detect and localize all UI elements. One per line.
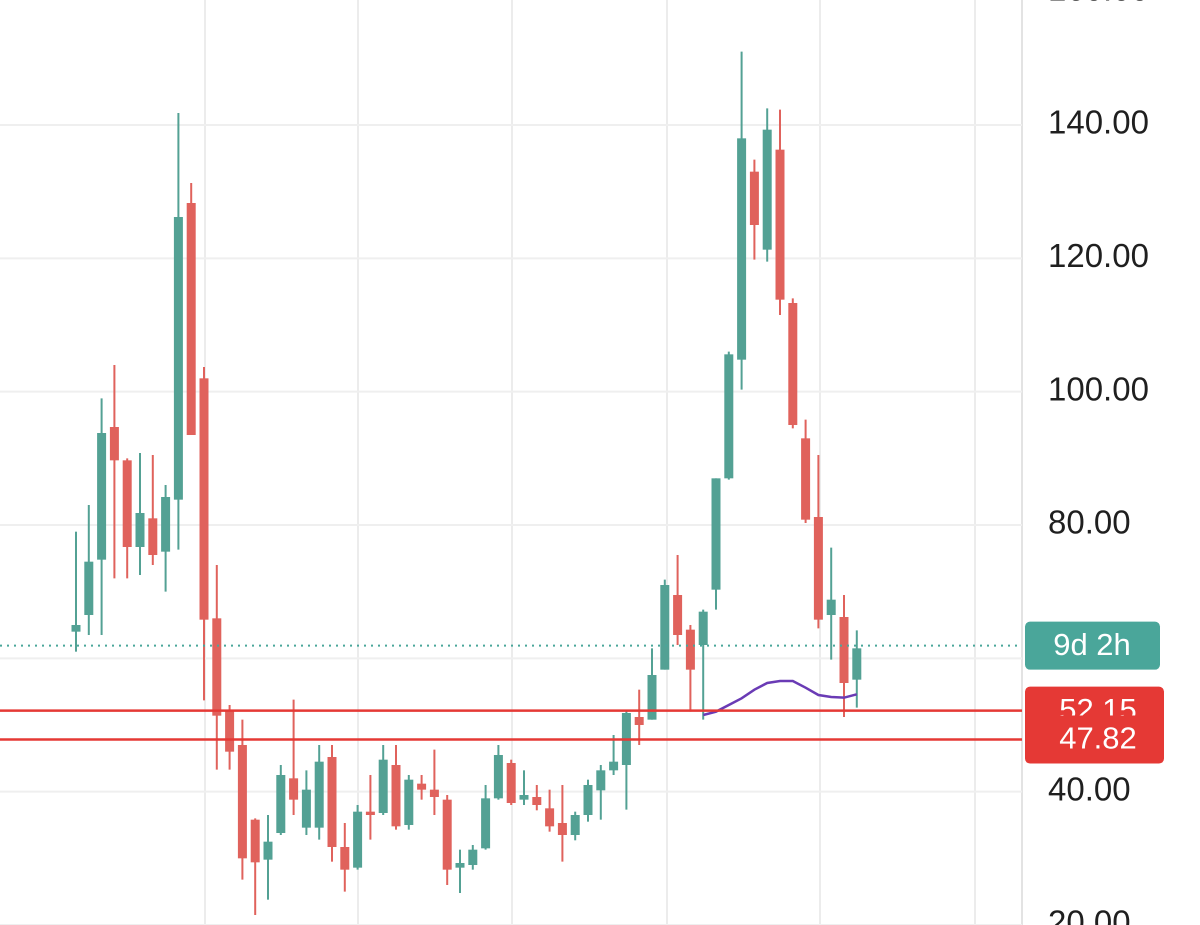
candle-body — [468, 849, 478, 865]
y-tick-label: 40.00 — [1048, 770, 1131, 807]
candle-body — [788, 303, 798, 425]
y-tick-label: 100.00 — [1048, 370, 1149, 407]
candle-body — [685, 629, 695, 670]
level-tag-label: 47.82 — [1059, 721, 1137, 756]
candle-body — [801, 438, 811, 520]
candle-body — [135, 513, 145, 547]
vertical-grid — [204, 0, 976, 925]
candle-body — [532, 797, 542, 805]
candle-body — [762, 129, 772, 250]
candle-body — [519, 795, 529, 800]
candle-body — [186, 203, 196, 435]
candle-body — [634, 717, 644, 725]
level-tag — [1025, 715, 1164, 764]
candle-body — [148, 518, 158, 555]
candle-body — [404, 779, 414, 825]
candle-body — [442, 799, 452, 870]
indicator-line — [702, 679, 858, 717]
candle-body — [391, 765, 401, 827]
candle-body — [583, 785, 593, 815]
y-tick-label: 160.00 — [1048, 0, 1149, 7]
candle-body — [212, 618, 222, 716]
candle-body — [109, 427, 119, 461]
price-tag — [1025, 621, 1160, 670]
y-tick-label: 80.00 — [1048, 504, 1131, 541]
candle-body — [340, 847, 350, 870]
price-tag-label: 9d 2h — [1053, 627, 1131, 662]
candle-body — [237, 745, 247, 859]
candle-body — [314, 761, 324, 828]
candle-body — [839, 617, 849, 683]
candle-body — [84, 561, 94, 615]
candle-body — [673, 595, 683, 635]
candle-body — [749, 171, 759, 225]
candle-body — [775, 149, 785, 300]
candle-body — [724, 354, 734, 479]
candle-body — [225, 709, 235, 752]
candle-body — [647, 675, 657, 720]
candle-body — [596, 770, 606, 791]
candle-body — [365, 811, 375, 815]
candle-body — [609, 761, 619, 771]
candle-body — [698, 611, 708, 645]
candle-body — [276, 775, 286, 833]
candle-body — [545, 808, 555, 827]
candle-body — [71, 625, 81, 632]
y-tick-label: 120.00 — [1048, 237, 1149, 274]
candle-body — [327, 757, 337, 847]
candle-body — [173, 217, 183, 500]
candle-body — [97, 433, 107, 560]
candle-body — [737, 138, 747, 360]
candle-body — [161, 497, 171, 552]
candle-body — [481, 798, 491, 849]
candle-body — [493, 755, 503, 799]
candle-body — [506, 763, 516, 803]
candle-body — [852, 648, 862, 680]
candle-body — [417, 783, 427, 790]
candle-body — [289, 778, 299, 800]
candle-body — [429, 789, 439, 797]
candle-body — [660, 585, 670, 670]
candle-body — [301, 789, 311, 828]
candle-body — [353, 811, 363, 868]
y-tick-label: 140.00 — [1048, 104, 1149, 141]
candle-body — [122, 460, 132, 547]
candle-body — [378, 759, 388, 813]
candle-body — [826, 599, 836, 615]
y-tick-label: 20.00 — [1048, 904, 1131, 925]
candle-body — [711, 478, 721, 590]
candle-body — [199, 378, 209, 620]
candle-body — [263, 841, 273, 860]
candle-body — [813, 517, 823, 620]
candle-body — [557, 823, 567, 835]
candle-body — [570, 815, 580, 835]
candle-body — [250, 819, 260, 863]
candle-body — [455, 863, 465, 868]
